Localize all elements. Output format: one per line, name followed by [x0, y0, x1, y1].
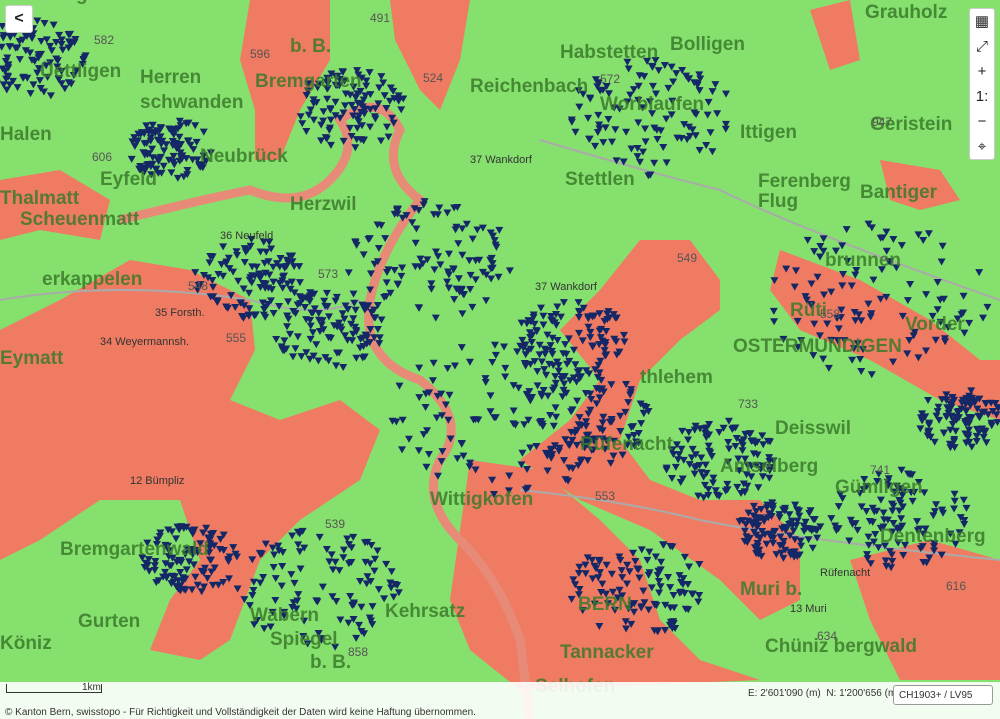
place-label: Eyfeld — [100, 169, 157, 190]
route-label: 13 Muri — [790, 603, 827, 615]
place-label: Tannacker — [560, 642, 654, 663]
footer: © Kanton Bern, swisstopo - Für Richtigke… — [5, 707, 476, 718]
route-label: 37 Wankdorf — [535, 281, 598, 293]
back-button[interactable]: < — [5, 5, 33, 33]
elevation-label: 539 — [325, 517, 345, 531]
place-label: Thalmatt — [0, 188, 80, 209]
elevation-label: 733 — [738, 397, 758, 411]
place-label: Bolligen — [670, 34, 745, 55]
scale-label: 1km — [82, 682, 101, 693]
place-label: b. B. — [310, 652, 351, 673]
zoom-in[interactable]: + — [977, 63, 987, 80]
place-label: Scheuenmatt — [20, 209, 140, 230]
elevation-label: 616 — [946, 579, 966, 593]
route-label: 37 Wankdorf — [470, 154, 533, 166]
place-label: Bremgarten — [255, 71, 362, 92]
elevation-label: 555 — [226, 331, 246, 345]
place-label: Worblaufen — [600, 94, 704, 115]
place-label: Grauholz — [865, 2, 947, 23]
place-label: Gümligen — [835, 477, 923, 498]
place-label: BERN — [578, 594, 632, 615]
place-label: Deisswil — [775, 418, 851, 439]
place-label: Muri b. — [740, 579, 802, 600]
elevation-label: 549 — [677, 251, 697, 265]
elevation-label: 548 — [188, 279, 208, 293]
elevation-label: 741 — [870, 463, 890, 477]
place-label: Geristein — [870, 114, 952, 135]
elevation-label: 606 — [92, 150, 112, 164]
place-label: Amselberg — [720, 456, 818, 477]
zoom-out[interactable]: − — [977, 113, 987, 130]
scale-bar — [6, 684, 102, 693]
north: N: 1'200'656 (m) — [826, 688, 900, 699]
place-label: brunnen — [825, 250, 901, 271]
place-label: Köniz — [0, 633, 52, 654]
elevation-label: 582 — [94, 33, 114, 47]
elevation-label: 634 — [817, 629, 837, 643]
crs-select[interactable]: CH1903+ / LV95 — [893, 685, 993, 705]
elevation-label: 947 — [872, 115, 892, 129]
place-label: Neubrück — [200, 146, 288, 167]
place-label: Halen — [0, 124, 52, 145]
layers-button[interactable]: ▦ — [974, 13, 990, 30]
place-label: Kehrsatz — [385, 601, 465, 622]
route-label: Rüfenacht — [820, 567, 870, 579]
place-label: b. B. — [290, 36, 331, 57]
zones — [0, 0, 1000, 690]
route-label: 12 Bümpliz — [130, 475, 184, 487]
place-label: Wabern — [250, 605, 319, 626]
place-label: OSTERMUNDIGEN — [733, 336, 902, 357]
place-label: Habstetten — [560, 42, 658, 63]
place-label: Reichenbach — [470, 76, 588, 97]
route-label: 34 Weyermannsh. — [100, 336, 189, 348]
place-label: thlehem — [640, 367, 713, 388]
place-label: Wittigkofen — [430, 489, 533, 510]
place-label: Chüniz bergwald — [765, 636, 917, 657]
place-label: Herzwil — [290, 194, 357, 215]
elevation-label: 558 — [820, 307, 840, 321]
place-label: Herren — [140, 67, 201, 88]
place-label: Ferenberg — [758, 171, 851, 192]
east: E: 2'601'090 (m) — [748, 688, 821, 699]
place-label: Vorder — [905, 314, 965, 335]
elevation-label: 573 — [318, 267, 338, 281]
elevation-label: 858 — [348, 645, 368, 659]
coordinates: E: 2'601'090 (m) N: 1'200'656 (m) — [748, 688, 900, 699]
place-label: Bantiger — [860, 182, 938, 203]
place-label: Rüfenacht — [580, 434, 674, 455]
fullscreen-button[interactable]: ⤢ — [975, 38, 988, 55]
scale-ratio[interactable]: 1: — [975, 88, 989, 105]
place-label: Stettlen — [565, 169, 635, 190]
place-label: Eymatt — [0, 348, 64, 369]
place-label: Rüti — [790, 300, 827, 321]
route-label: 35 Forsth. — [155, 307, 205, 319]
place-label: Dentenberg — [880, 526, 986, 547]
place-label: erkappelen — [42, 269, 142, 290]
place-label: Ittigen — [740, 122, 797, 143]
place-label: Flug — [758, 191, 798, 212]
locate-button[interactable]: ⌖ — [977, 138, 987, 155]
place-label: schwanden — [140, 92, 243, 113]
elevation-label: 572 — [600, 72, 620, 86]
place-label: Üettligen — [40, 61, 121, 82]
map-tools: ▦ ⤢ + 1: − ⌖ — [969, 8, 995, 160]
place-label: Spiegel — [270, 629, 338, 650]
place-label: Gurten — [78, 611, 140, 632]
place-label: Sinneringen — [0, 0, 110, 5]
status-bar: 1km E: 2'601'090 (m) N: 1'200'656 (m) CH… — [0, 682, 1000, 719]
elevation-label: 553 — [595, 489, 615, 503]
elevation-label: 524 — [423, 71, 443, 85]
route-label: 36 Neufeld — [220, 230, 273, 242]
place-label: Bremgartenwald — [60, 539, 209, 560]
elevation-label: 491 — [370, 11, 390, 25]
elevation-label: 596 — [250, 47, 270, 61]
